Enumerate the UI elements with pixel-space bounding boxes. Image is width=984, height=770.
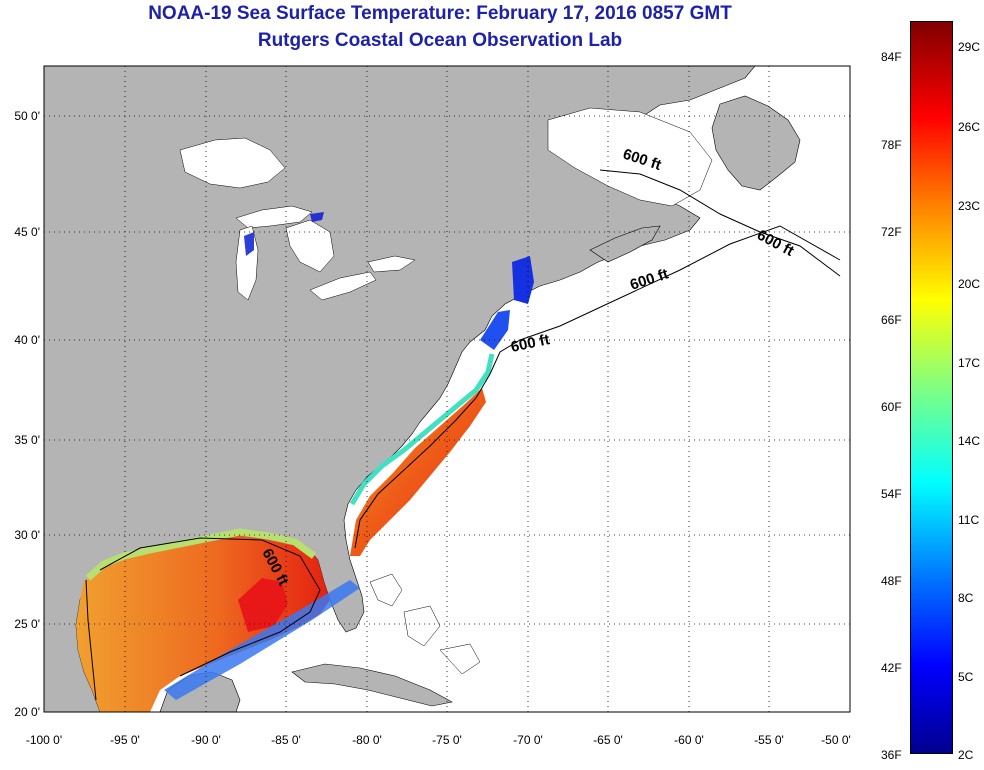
colorbar-f-label: 84F bbox=[881, 50, 902, 64]
land-nova-scotia bbox=[589, 225, 661, 263]
land-cuba bbox=[291, 663, 453, 707]
colorbar-c-label: 23C bbox=[958, 199, 981, 213]
colorbar-f-label: 72F bbox=[881, 225, 902, 239]
contour-600ft-north bbox=[599, 169, 841, 277]
sst-lake-cold-patch bbox=[310, 212, 324, 222]
sst-loop-current-hot bbox=[238, 578, 288, 632]
colorbar-c-label: 26C bbox=[958, 120, 981, 134]
x-tick-label: -70 0' bbox=[513, 733, 543, 747]
x-tick-label: -100 0' bbox=[26, 733, 62, 747]
x-tick-label: -50 0' bbox=[821, 733, 851, 747]
sst-map: 600 ft 600 ft 600 ft 600 ft 600 ft -100 … bbox=[14, 65, 851, 747]
x-tick-label: -55 0' bbox=[754, 733, 784, 747]
colorbar-c-label: 29C bbox=[958, 40, 981, 54]
sst-michigan-cold bbox=[244, 232, 254, 256]
y-tick-label: 50 0' bbox=[14, 109, 40, 123]
sst-gulf-stream bbox=[350, 388, 486, 556]
y-tick-label: 25 0' bbox=[14, 617, 40, 631]
colorbar-f-label: 66F bbox=[881, 313, 902, 327]
x-tick-label: -65 0' bbox=[593, 733, 623, 747]
x-tick-label: -75 0' bbox=[432, 733, 462, 747]
map-subtitle: Rutgers Coastal Ocean Observation Lab bbox=[257, 30, 623, 51]
y-tick-label: 35 0' bbox=[14, 433, 40, 447]
colorbar-f-label: 60F bbox=[881, 400, 902, 414]
x-tick-label: -60 0' bbox=[674, 733, 704, 747]
colorbar-c-label: 5C bbox=[958, 670, 974, 684]
y-tick-label: 20 0' bbox=[14, 705, 40, 719]
y-axis-ticks: 20 0' 25 0' 30 0' 35 0' 40 0' 45 0' 50 0… bbox=[14, 109, 40, 719]
x-tick-label: -90 0' bbox=[191, 733, 221, 747]
james-bay bbox=[179, 137, 286, 189]
colorbar-f-label: 78F bbox=[881, 138, 902, 152]
map-title: NOAA-19 Sea Surface Temperature: Februar… bbox=[148, 3, 732, 24]
x-tick-label: -80 0' bbox=[352, 733, 382, 747]
sst-gulf-of-maine-cold bbox=[512, 256, 534, 304]
colorbar bbox=[910, 21, 953, 754]
colorbar-c-label: 11C bbox=[958, 513, 980, 527]
sst-shelf-teal bbox=[349, 353, 495, 506]
y-tick-label: 45 0' bbox=[14, 225, 40, 239]
x-tick-label: -85 0' bbox=[271, 733, 301, 747]
land-newfoundland bbox=[711, 95, 801, 191]
colorbar-f-label: 48F bbox=[881, 574, 902, 588]
y-tick-label: 30 0' bbox=[14, 528, 40, 542]
colorbar-c-label: 8C bbox=[958, 591, 974, 605]
lake-erie bbox=[309, 271, 377, 301]
y-tick-label: 40 0' bbox=[14, 333, 40, 347]
x-axis-ticks: -100 0' -95 0' -90 0' -85 0' -80 0' -75 … bbox=[26, 733, 851, 747]
sst-gulf-coastal-green bbox=[85, 528, 317, 581]
x-tick-label: -95 0' bbox=[110, 733, 140, 747]
lake-ontario bbox=[367, 255, 416, 273]
lake-huron bbox=[285, 219, 335, 273]
map-frame bbox=[43, 65, 851, 713]
sst-nj-cold bbox=[480, 310, 510, 350]
colorbar-f-label: 42F bbox=[881, 661, 902, 675]
sst-gulf-of-mexico bbox=[76, 530, 330, 712]
colorbar-c-label: 17C bbox=[958, 356, 981, 370]
colorbar-c-label: 20C bbox=[958, 277, 981, 291]
colorbar-c-label: 14C bbox=[958, 434, 981, 448]
colorbar-f-label: 54F bbox=[881, 487, 902, 501]
gulf-st-lawrence bbox=[547, 107, 713, 207]
colorbar-f-label: 36F bbox=[881, 748, 902, 762]
contour-600ft bbox=[85, 225, 841, 701]
colorbar-c-label: 2C bbox=[958, 748, 974, 762]
